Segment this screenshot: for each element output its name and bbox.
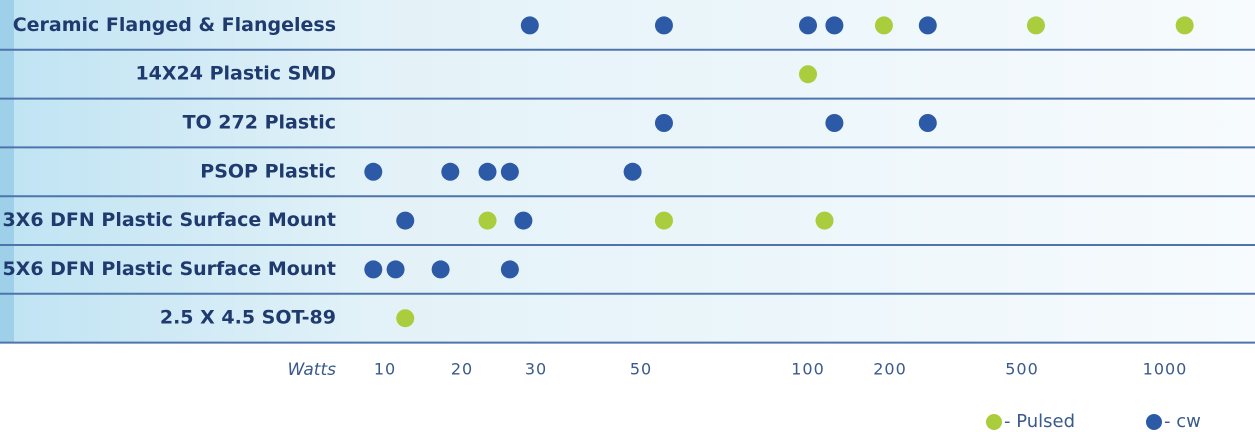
data-dot <box>799 16 817 35</box>
data-dot <box>623 162 642 181</box>
category-label: TO 272 Plastic <box>183 112 336 134</box>
legend-label: - cw <box>1164 411 1201 432</box>
data-dot <box>478 162 497 181</box>
x-tick-label: 10 <box>374 360 396 379</box>
x-tick-label: 1000 <box>1143 360 1188 379</box>
data-dot <box>396 309 415 328</box>
data-dot <box>874 16 893 35</box>
data-dot <box>1175 16 1194 35</box>
data-dot <box>478 211 497 230</box>
data-dot <box>386 260 405 279</box>
data-dot <box>654 114 673 132</box>
data-dot <box>514 211 533 230</box>
data-dot <box>918 16 937 35</box>
x-tick-label: 20 <box>451 360 473 379</box>
x-tick-label: 30 <box>525 360 547 379</box>
category-label: Ceramic Flanged & Flangeless <box>13 14 336 36</box>
legend-swatch <box>1146 414 1162 430</box>
data-dot <box>500 162 519 181</box>
data-dot <box>500 260 519 279</box>
category-label: 5X6 DFN Plastic Surface Mount <box>2 258 336 280</box>
data-dot <box>654 16 673 35</box>
data-dot <box>825 16 844 35</box>
legend-swatch <box>986 414 1002 430</box>
x-axis-label: Watts <box>288 360 337 380</box>
data-dot <box>431 260 450 279</box>
data-dot <box>441 162 460 181</box>
category-label: 3X6 DFN Plastic Surface Mount <box>2 209 336 231</box>
x-tick-label: 200 <box>873 360 907 379</box>
data-dot <box>364 162 383 181</box>
category-label: 14X24 Plastic SMD <box>135 63 336 85</box>
x-tick-label: 500 <box>1005 360 1039 379</box>
category-label: PSOP Plastic <box>200 160 336 182</box>
x-tick-label: 100 <box>791 360 825 379</box>
data-dot <box>918 114 937 132</box>
data-dot <box>799 65 817 84</box>
category-label: 2.5 X 4.5 SOT-89 <box>160 307 336 329</box>
legend-label: - Pulsed <box>1004 411 1075 432</box>
data-dot <box>364 260 383 279</box>
data-dot <box>654 211 673 230</box>
data-dot <box>396 211 415 230</box>
data-dot <box>1026 16 1045 35</box>
data-dot <box>825 114 844 132</box>
side-band <box>0 0 14 342</box>
data-dot <box>520 16 539 35</box>
data-dot <box>815 211 834 230</box>
x-tick-label: 50 <box>630 360 652 379</box>
